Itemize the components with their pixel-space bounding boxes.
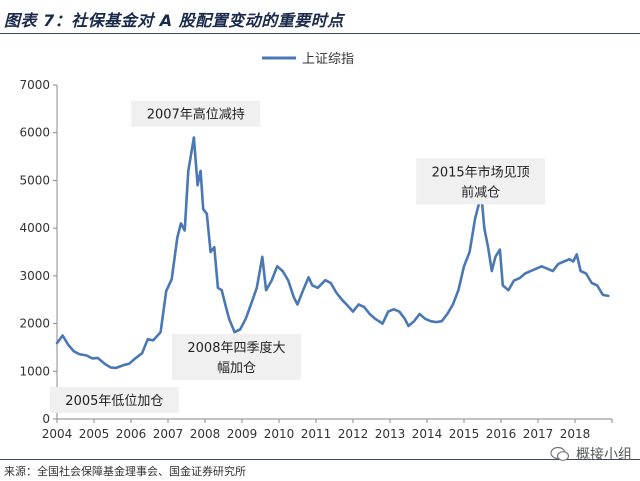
wechat-icon <box>550 446 570 461</box>
y-tick-label: 3000 <box>19 269 50 283</box>
x-tick-label: 2016 <box>486 427 517 441</box>
annotation-text: 2008年四季度大 <box>187 340 285 356</box>
source-divider <box>0 459 640 460</box>
series-line-上证综指 <box>55 136 610 370</box>
annotation-box <box>171 333 301 380</box>
x-tick-label: 2012 <box>338 427 369 441</box>
x-tick-label: 2004 <box>42 427 73 441</box>
y-tick-label: 0 <box>42 412 50 426</box>
y-tick-label: 5000 <box>19 173 50 187</box>
x-tick-label: 2013 <box>375 427 406 441</box>
annotation-text: 2015年市场见顶 <box>432 164 530 180</box>
annotation-text: 2007年高位减持 <box>147 107 245 123</box>
source-note: 来源：全国社会保障基金理事会、国金证券研究所 <box>4 465 246 478</box>
line-chart: 0 1000 2000 3000 4000 5000 6000 7000 2004 2005 200… <box>19 52 613 441</box>
x-tick-label: 2006 <box>116 427 147 441</box>
annotation-text: 幅加仓 <box>217 361 256 376</box>
y-tick-label: 1000 <box>19 364 50 378</box>
x-tick-label: 2008 <box>190 427 221 441</box>
annotation-box <box>416 158 546 205</box>
legend-label: 上证综指 <box>302 52 354 67</box>
watermark: 概接小组 <box>550 444 632 464</box>
title-divider <box>0 33 640 34</box>
figure-title: 图表 7：社保基金对 A 股配置变动的重要时点 <box>4 11 344 30</box>
y-tick-label: 2000 <box>19 317 50 331</box>
y-tick-label: 6000 <box>19 126 50 140</box>
annotation-box <box>131 100 261 127</box>
annotation-text: 2005年低位加仓 <box>65 394 163 409</box>
watermark-text: 概接小组 <box>576 447 632 463</box>
x-tick-label: 2009 <box>227 427 258 441</box>
y-tick-label: 4000 <box>19 221 50 235</box>
x-tick-label: 2010 <box>264 427 295 441</box>
x-tick-label: 2007 <box>153 427 184 441</box>
annotation-box <box>49 386 179 413</box>
x-tick-label: 2018 <box>560 427 591 441</box>
y-tick-label: 7000 <box>19 78 50 92</box>
x-tick-label: 2014 <box>412 427 443 441</box>
annotation-text: 前减仓 <box>461 184 500 200</box>
x-tick-label: 2011 <box>301 427 332 441</box>
x-tick-label: 2015 <box>449 427 480 441</box>
title-bar: 图表 7：社保基金对 A 股配置变动的重要时点 <box>0 0 640 34</box>
x-tick-label: 2005 <box>79 427 110 441</box>
x-tick-label: 2017 <box>523 427 554 441</box>
